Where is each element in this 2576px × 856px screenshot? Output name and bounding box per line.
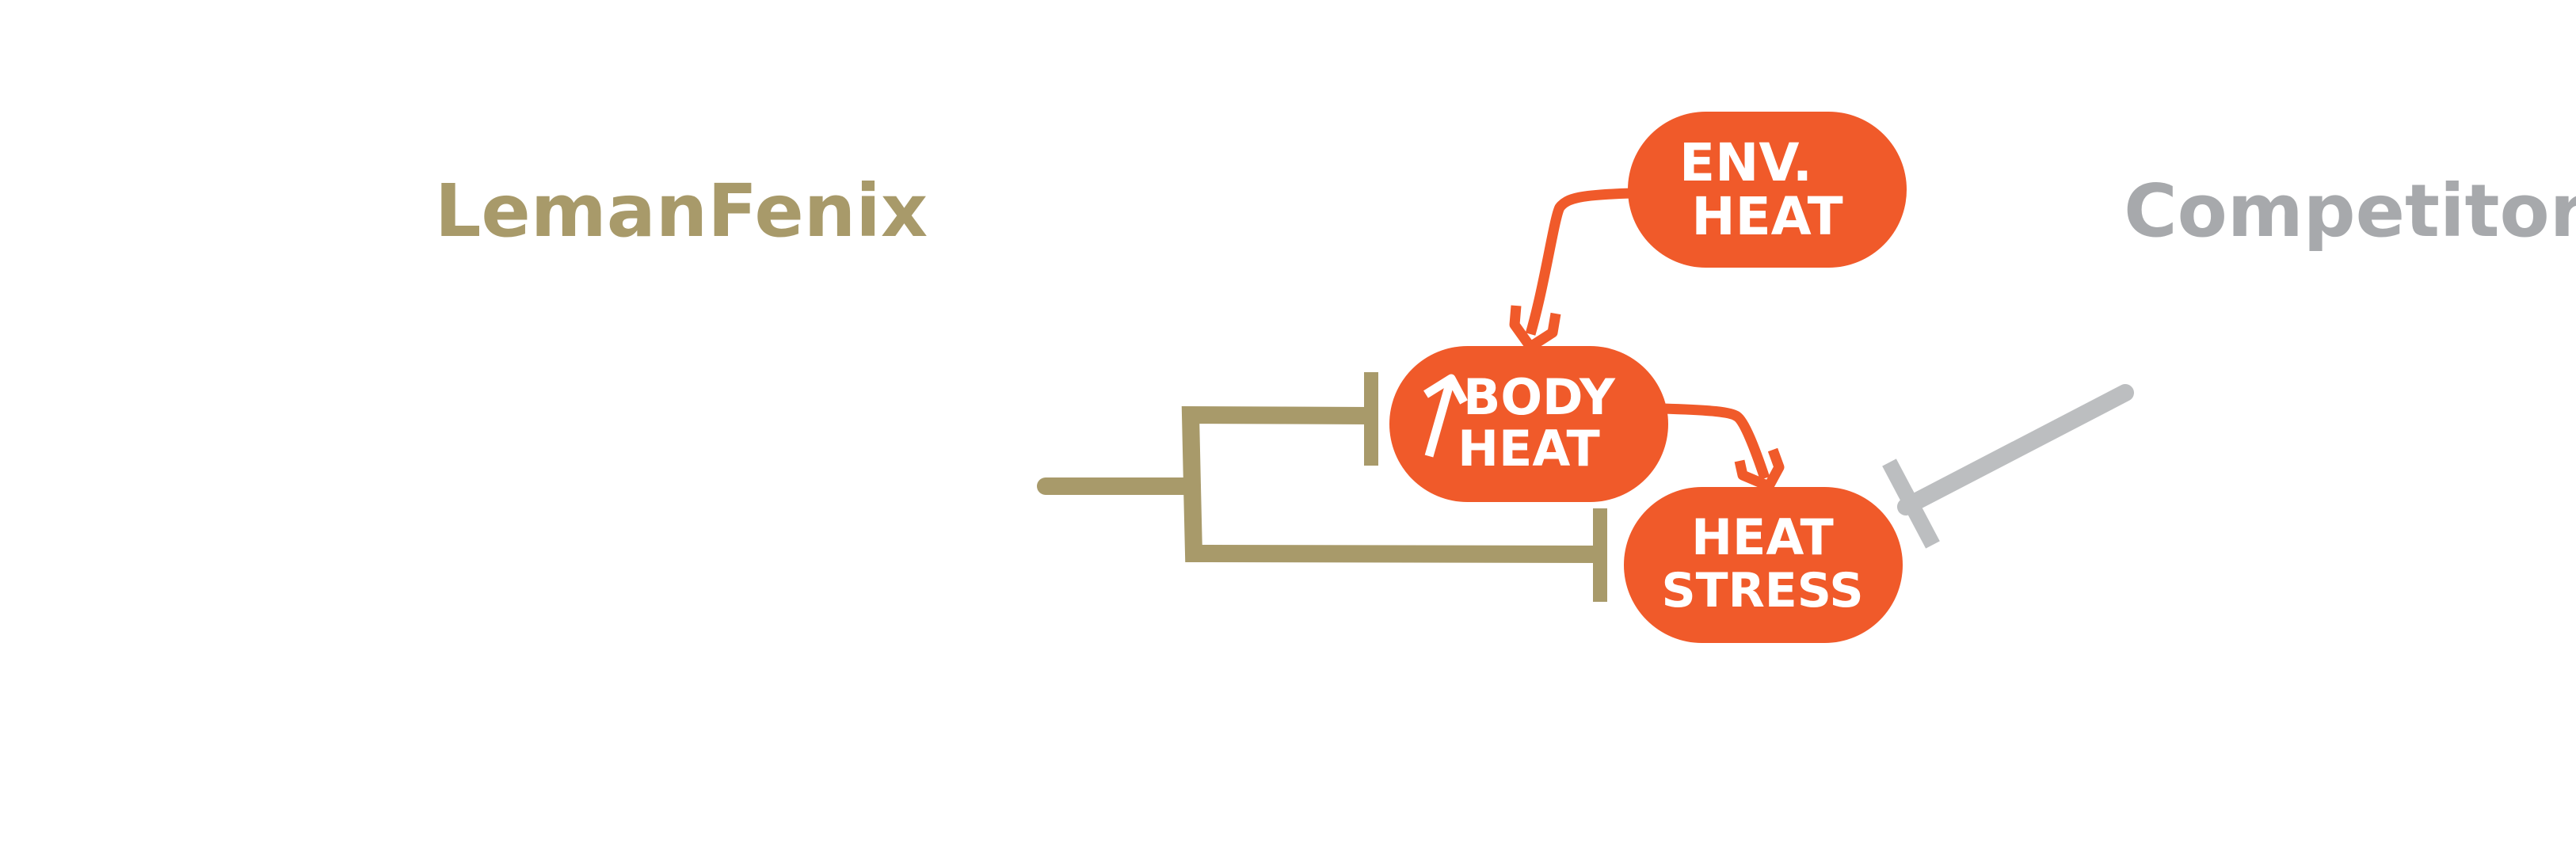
body-heat-node: BODY HEAT [1389,346,1668,502]
env-to-body-arrow [1509,188,1633,352]
env-heat-line2: HEAT [1691,186,1842,247]
competitor-inhibition-connector [1882,384,2134,549]
heat-stress-line1: HEAT [1691,508,1834,566]
heat-stress-node: HEAT STRESS [1624,487,1903,643]
heat-stress-inhibit-bar [1593,508,1607,602]
body-heat-line1: BODY [1463,368,1616,426]
leman-fenix-label: LemanFenix [435,169,928,253]
leman-inhibition-connector [1037,405,1600,563]
up-arrow-icon [1423,374,1468,458]
body-to-stress-arrow [1663,403,1785,492]
competitors-label: Competitors [2124,169,2576,253]
env-heat-node: ENV. HEAT [1628,112,1907,268]
body-heat-line2: HEAT [1458,420,1600,477]
body-heat-inhibit-bar [1364,372,1378,466]
heat-stress-line2: STRESS [1661,563,1863,618]
env-heat-line1: ENV. [1679,132,1812,193]
